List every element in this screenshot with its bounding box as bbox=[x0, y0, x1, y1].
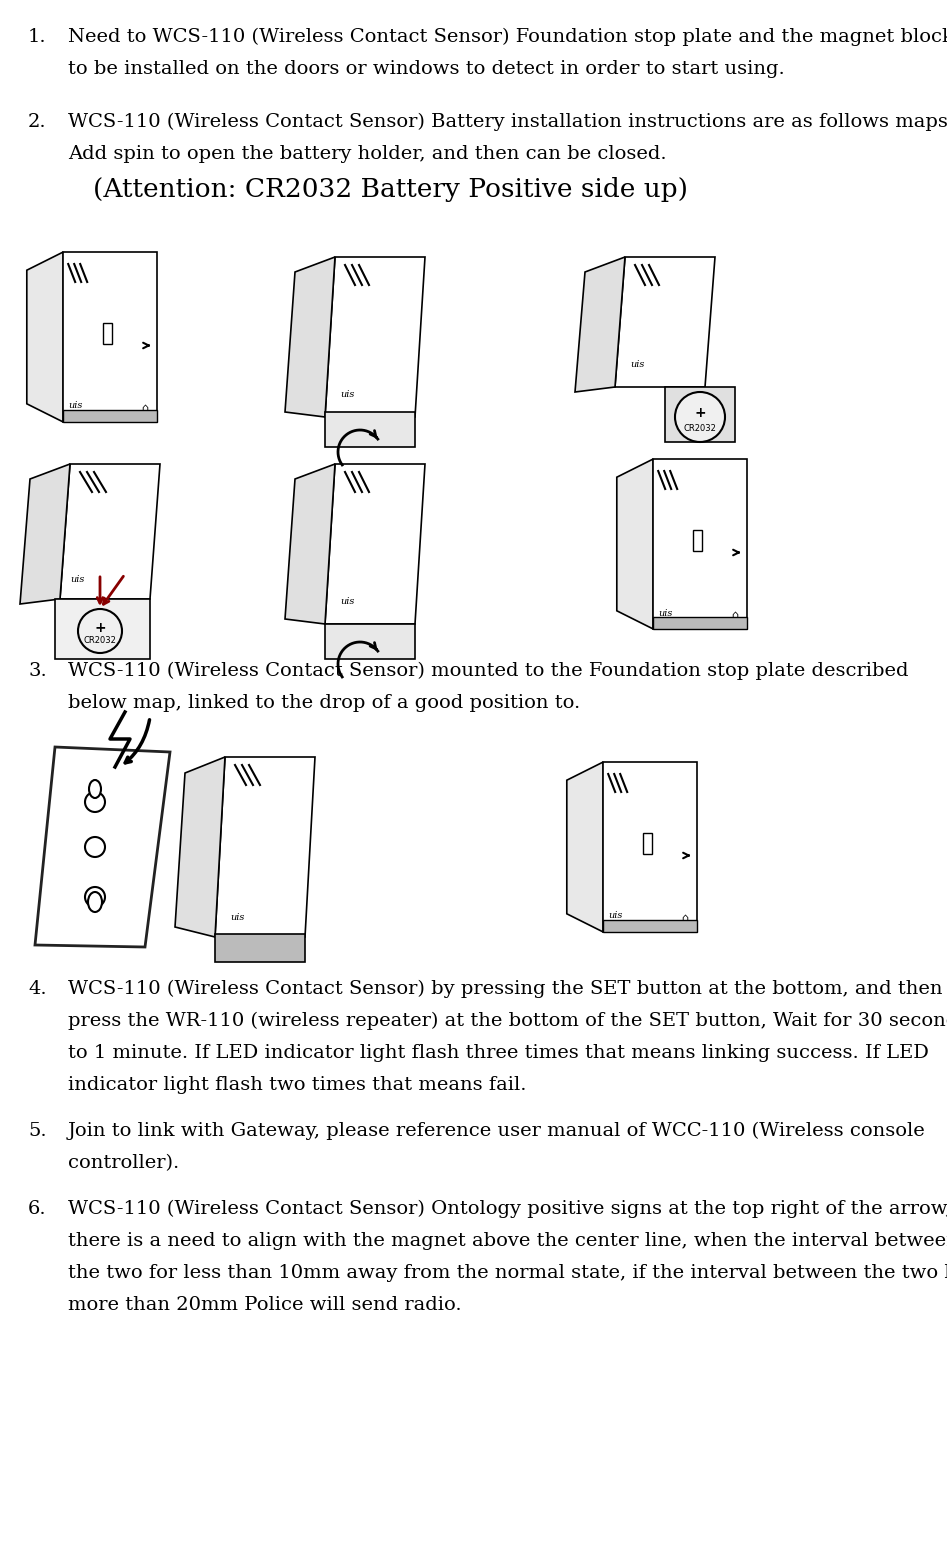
Ellipse shape bbox=[88, 892, 102, 912]
Text: uis: uis bbox=[608, 912, 622, 920]
Text: uis: uis bbox=[68, 401, 82, 410]
Text: WCS-110 (Wireless Contact Sensor) Battery installation instructions are as follo: WCS-110 (Wireless Contact Sensor) Batter… bbox=[68, 113, 947, 131]
Text: Need to WCS-110 (Wireless Contact Sensor) Foundation stop plate and the magnet b: Need to WCS-110 (Wireless Contact Sensor… bbox=[68, 28, 947, 47]
Polygon shape bbox=[616, 458, 653, 629]
Bar bbox=[102, 323, 112, 343]
Text: CR2032: CR2032 bbox=[83, 637, 116, 645]
Text: uis: uis bbox=[340, 390, 354, 399]
Text: press the WR-110 (wireless repeater) at the bottom of the SET button, Wait for 3: press the WR-110 (wireless repeater) at … bbox=[68, 1012, 947, 1030]
Text: 2.: 2. bbox=[28, 113, 46, 131]
FancyBboxPatch shape bbox=[325, 625, 415, 659]
Polygon shape bbox=[575, 256, 625, 392]
Polygon shape bbox=[325, 465, 425, 625]
Circle shape bbox=[85, 793, 105, 813]
Text: the two for less than 10mm away from the normal state, if the interval between t: the two for less than 10mm away from the… bbox=[68, 1263, 947, 1282]
Bar bbox=[653, 458, 747, 629]
Text: ⌂: ⌂ bbox=[141, 402, 148, 413]
Text: Add spin to open the battery holder, and then can be closed.: Add spin to open the battery holder, and… bbox=[68, 145, 667, 163]
Text: uis: uis bbox=[630, 361, 644, 368]
Polygon shape bbox=[60, 465, 160, 598]
Text: uis: uis bbox=[230, 914, 244, 922]
Text: 4.: 4. bbox=[28, 981, 46, 998]
Text: uis: uis bbox=[658, 609, 672, 617]
Polygon shape bbox=[20, 465, 70, 605]
Text: there is a need to align with the magnet above the center line, when the interva: there is a need to align with the magnet… bbox=[68, 1232, 947, 1249]
FancyBboxPatch shape bbox=[55, 598, 150, 659]
Circle shape bbox=[78, 609, 122, 653]
Bar bbox=[603, 761, 697, 932]
Polygon shape bbox=[285, 465, 335, 625]
Bar bbox=[603, 920, 697, 932]
Text: to 1 minute. If LED indicator light flash three times that means linking success: to 1 minute. If LED indicator light flas… bbox=[68, 1044, 929, 1061]
Circle shape bbox=[85, 838, 105, 856]
Text: WCS-110 (Wireless Contact Sensor) Ontology positive signs at the top right of th: WCS-110 (Wireless Contact Sensor) Ontolo… bbox=[68, 1200, 947, 1218]
FancyBboxPatch shape bbox=[325, 412, 415, 448]
Circle shape bbox=[85, 887, 105, 908]
Text: controller).: controller). bbox=[68, 1155, 179, 1172]
Polygon shape bbox=[615, 256, 715, 387]
Text: 6.: 6. bbox=[28, 1200, 46, 1218]
Ellipse shape bbox=[89, 780, 101, 799]
Polygon shape bbox=[35, 747, 170, 946]
Text: uis: uis bbox=[70, 575, 84, 584]
Text: 5.: 5. bbox=[28, 1122, 46, 1141]
Text: more than 20mm Police will send radio.: more than 20mm Police will send radio. bbox=[68, 1296, 461, 1315]
Text: WCS-110 (Wireless Contact Sensor) mounted to the Foundation stop plate described: WCS-110 (Wireless Contact Sensor) mounte… bbox=[68, 662, 908, 681]
Bar bbox=[692, 530, 702, 550]
Text: 3.: 3. bbox=[28, 662, 46, 681]
Polygon shape bbox=[175, 757, 225, 937]
Text: WCS-110 (Wireless Contact Sensor) by pressing the SET button at the bottom, and : WCS-110 (Wireless Contact Sensor) by pre… bbox=[68, 981, 942, 998]
Bar bbox=[653, 617, 747, 629]
FancyBboxPatch shape bbox=[215, 934, 305, 962]
Text: to be installed on the doors or windows to detect in order to start using.: to be installed on the doors or windows … bbox=[68, 61, 785, 78]
Text: ⌂: ⌂ bbox=[681, 914, 688, 923]
Polygon shape bbox=[285, 256, 335, 416]
Text: indicator light flash two times that means fail.: indicator light flash two times that mea… bbox=[68, 1075, 527, 1094]
Text: below map, linked to the drop of a good position to.: below map, linked to the drop of a good … bbox=[68, 695, 581, 712]
Circle shape bbox=[675, 392, 725, 441]
Polygon shape bbox=[215, 757, 315, 937]
Text: +: + bbox=[694, 406, 706, 420]
Bar bbox=[642, 833, 652, 853]
Bar bbox=[63, 252, 157, 423]
Text: uis: uis bbox=[340, 597, 354, 606]
Text: (Attention: CR2032 Battery Positive side up): (Attention: CR2032 Battery Positive side… bbox=[93, 177, 688, 202]
Text: 1.: 1. bbox=[28, 28, 46, 47]
Polygon shape bbox=[27, 252, 63, 423]
Text: CR2032: CR2032 bbox=[684, 424, 717, 432]
FancyBboxPatch shape bbox=[665, 387, 735, 441]
Text: ⌂: ⌂ bbox=[731, 611, 738, 620]
Text: +: + bbox=[94, 620, 106, 634]
Polygon shape bbox=[567, 761, 603, 932]
Polygon shape bbox=[325, 256, 425, 416]
Bar bbox=[63, 410, 157, 423]
Text: Join to link with Gateway, please reference user manual of WCC-110 (Wireless con: Join to link with Gateway, please refere… bbox=[68, 1122, 926, 1141]
